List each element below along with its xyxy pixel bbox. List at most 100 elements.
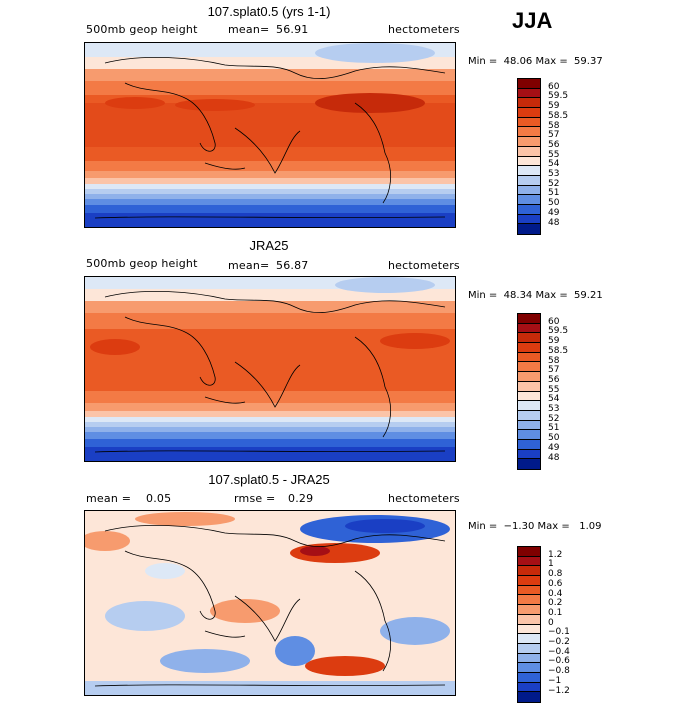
colorbar-tick-label: 59.5 <box>548 91 569 102</box>
panel-1-variable-label: 500mb geop height <box>86 23 198 36</box>
colorbar-tick-label: 51 <box>548 423 560 434</box>
colorbar-3-swatch <box>518 605 540 615</box>
colorbar-1-swatch <box>518 137 540 147</box>
colorbar-3-swatch <box>518 576 540 586</box>
colorbar-1-swatch <box>518 204 540 215</box>
colorbar-tick-label: −1 <box>548 675 562 686</box>
colorbar-tick-label: 58 <box>548 355 560 366</box>
panel-3-colorbar <box>517 546 541 703</box>
colorbar-1-swatch <box>518 79 540 89</box>
panel-3-mean-value: 0.05 <box>146 492 172 505</box>
colorbar-3-swatch <box>518 643 540 654</box>
colorbar-tick-label: 56 <box>548 139 560 150</box>
colorbar-tick-label: 53 <box>548 404 560 414</box>
colorbar-3-swatch <box>518 585 540 596</box>
colorbar-tick-label: −0.1 <box>548 627 570 638</box>
colorbar-1-swatch <box>518 214 540 225</box>
colorbar-1-swatch <box>518 175 540 186</box>
colorbar-tick-label: 1.2 <box>548 549 563 560</box>
colorbar-2-swatch <box>518 401 540 411</box>
colorbar-2-swatches <box>518 314 540 469</box>
panel-3-rmse-label: rmse = <box>234 492 276 505</box>
colorbar-tick-label: 57 <box>548 365 560 376</box>
colorbar-tick-label: 52 <box>548 413 560 424</box>
colorbar-tick-label: 55 <box>548 384 560 395</box>
colorbar-2-swatch <box>518 410 540 421</box>
colorbar-tick-label: −0.4 <box>548 646 570 657</box>
colorbar-tick-label: 58 <box>548 120 560 131</box>
colorbar-tick-label: 59 <box>548 336 560 347</box>
colorbar-1-swatch <box>518 127 540 138</box>
colorbar-2-swatch <box>518 343 540 353</box>
colorbar-3-swatch <box>518 595 540 606</box>
panel-2-minmax: Min = 48.34 Max = 59.21 <box>468 290 603 301</box>
colorbar-2-swatch <box>518 439 540 450</box>
colorbar-3-swatches <box>518 547 540 702</box>
colorbar-2-swatch <box>518 314 540 324</box>
colorbar-tick-label: 0.8 <box>548 569 563 580</box>
colorbar-2-swatch <box>518 352 540 363</box>
colorbar-tick-label: 60 <box>548 81 560 92</box>
colorbar-tick-label: 0.1 <box>548 607 563 618</box>
panel-3-title: 107.splat0.5 - JRA25 <box>208 472 330 487</box>
colorbar-1-swatch <box>518 117 540 128</box>
colorbar-3-swatch <box>518 556 540 567</box>
colorbar-2-swatch <box>518 323 540 334</box>
panel-2-mean-value: 56.87 <box>276 259 309 272</box>
colorbar-1-swatch <box>518 108 540 118</box>
panel-2-map <box>84 276 456 462</box>
panel-3-mean-label: mean = <box>86 492 132 505</box>
colorbar-tick-label: 52 <box>548 178 560 189</box>
colorbar-tick-label: 55 <box>548 149 560 160</box>
colorbar-tick-label: 49 <box>548 442 560 453</box>
colorbar-1-swatch <box>518 156 540 167</box>
panel-1-mean-value: 56.91 <box>276 23 309 36</box>
colorbar-tick-label: 0.4 <box>548 588 563 599</box>
colorbar-tick-label: 1 <box>548 559 554 570</box>
colorbar-tick-label: 50 <box>548 433 560 444</box>
colorbar-1-swatch <box>518 185 540 196</box>
panel-1-title: 107.splat0.5 (yrs 1-1) <box>207 4 331 19</box>
colorbar-1-swatch <box>518 224 540 234</box>
panel-3-map <box>84 510 456 696</box>
colorbar-tick-label: 58.5 <box>548 110 569 121</box>
colorbar-tick-label: −0.2 <box>548 637 570 647</box>
panel-1-mean-label: mean= <box>228 23 270 36</box>
panel-2-variable-label: 500mb geop height <box>86 257 198 270</box>
colorbar-tick-label: 56 <box>548 374 560 385</box>
panel-2-title: JRA25 <box>249 238 289 253</box>
colorbar-3-swatch <box>518 653 540 664</box>
colorbar-2-swatch <box>518 333 540 344</box>
colorbar-3-swatch <box>518 566 540 577</box>
colorbar-3-swatch <box>518 672 540 683</box>
colorbar-1-swatch <box>518 195 540 205</box>
colorbar-3-swatch <box>518 692 540 702</box>
colorbar-tick-label: 0.2 <box>548 598 563 609</box>
colorbar-tick-label: 54 <box>548 159 560 170</box>
colorbar-tick-label: 53 <box>548 169 560 179</box>
colorbar-tick-label: 50 <box>548 198 560 209</box>
colorbar-3-swatch <box>518 634 540 644</box>
colorbar-3-swatch <box>518 663 540 673</box>
colorbar-3-swatch <box>518 547 540 557</box>
colorbar-tick-label: 0 <box>548 617 554 628</box>
colorbar-1-swatches <box>518 79 540 234</box>
colorbar-2-swatch <box>518 381 540 392</box>
colorbar-2-swatch <box>518 430 540 440</box>
colorbar-tick-label: 0.6 <box>548 578 563 589</box>
colorbar-2-swatch <box>518 391 540 402</box>
colorbar-tick-label: 58.5 <box>548 345 569 356</box>
panel-1-map <box>84 42 456 228</box>
colorbar-tick-label: 48 <box>548 217 560 228</box>
colorbar-1-swatch <box>518 166 540 176</box>
panel-3-rmse-value: 0.29 <box>288 492 314 505</box>
colorbar-tick-label: −1.2 <box>548 685 570 696</box>
colorbar-1-swatch <box>518 88 540 99</box>
panel-1-units: hectometers <box>388 23 460 36</box>
colorbar-tick-label: −0.6 <box>548 656 570 667</box>
colorbar-1-swatch <box>518 146 540 157</box>
panel-2-colorbar <box>517 313 541 470</box>
colorbar-3-swatch <box>518 624 540 635</box>
colorbar-tick-label: 49 <box>548 207 560 218</box>
colorbar-tick-label: 57 <box>548 130 560 141</box>
